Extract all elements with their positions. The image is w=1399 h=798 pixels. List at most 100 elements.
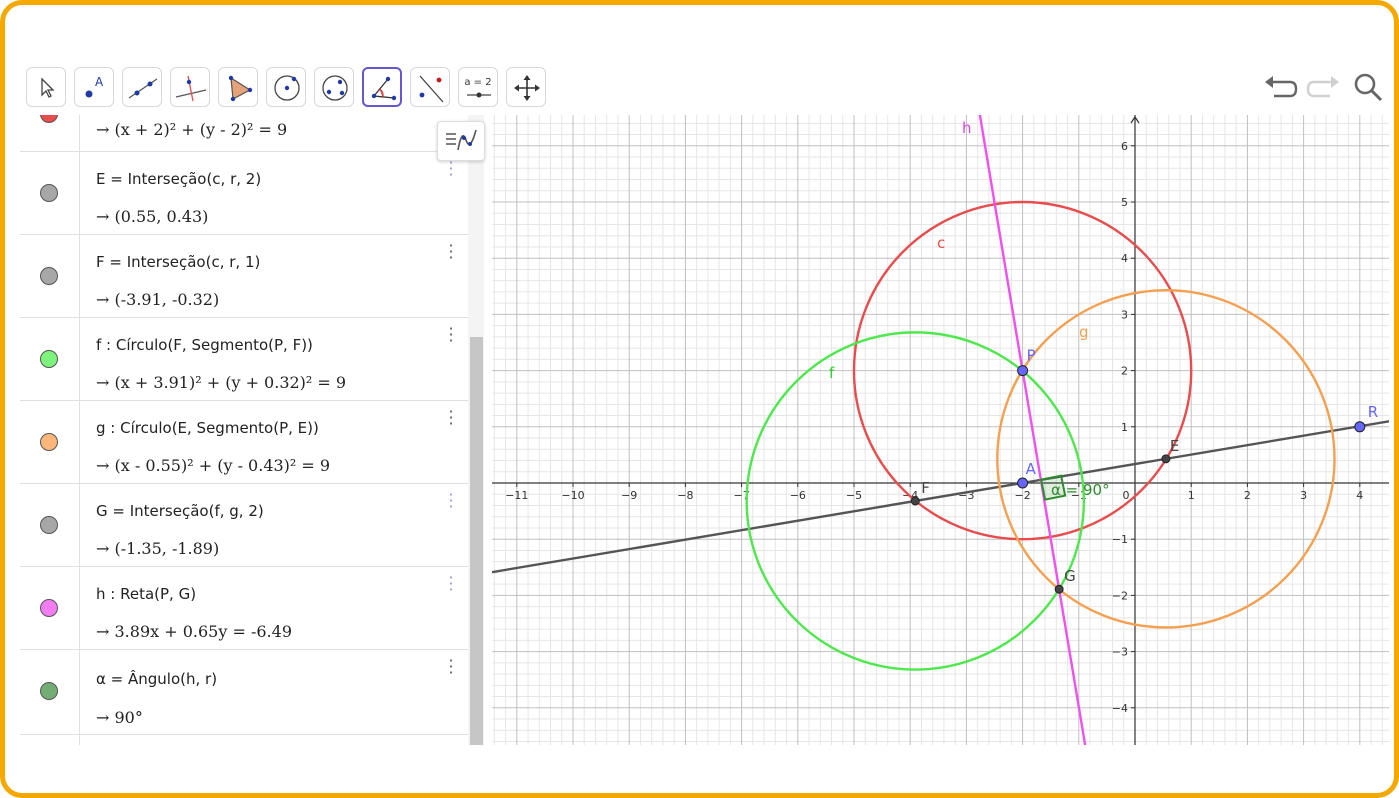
row-value: → (x + 3.91)² + (y + 0.32)² = 9 <box>96 373 347 392</box>
y-tick-label: 2 <box>1121 365 1128 378</box>
redo-icon <box>1306 76 1339 98</box>
circle-center-point-icon <box>274 75 300 101</box>
row-divider <box>79 152 80 234</box>
algebra-row-G[interactable]: G = Interseção(f, g, 2) → (-1.35, -1.89)… <box>20 484 468 567</box>
algebra-scrollbar-thumb[interactable] <box>470 337 483 745</box>
cursor-arrow-icon <box>41 77 55 98</box>
y-tick-label: 6 <box>1121 140 1128 153</box>
algebra-row-g[interactable]: g : Círculo(E, Segmento(P, E)) → (x - 0.… <box>20 401 468 484</box>
construction-objects <box>492 115 1389 745</box>
more-menu-icon[interactable]: · · · <box>448 236 454 267</box>
row-definition: α = Ângulo(h, r) <box>96 670 218 688</box>
polygon-tool-button[interactable] <box>218 67 258 107</box>
redo-button[interactable] <box>1304 67 1344 107</box>
move-tool-button[interactable] <box>26 67 66 107</box>
y-tick-label: −2 <box>1112 589 1128 602</box>
ellipse-tool-button[interactable] <box>314 67 354 107</box>
y-tick-label: 3 <box>1121 308 1128 321</box>
visibility-toggle[interactable] <box>40 115 58 123</box>
reflect-tool-button[interactable] <box>410 67 450 107</box>
algebra-row-alpha[interactable]: α = Ângulo(h, r) → 90° · · · <box>20 650 468 735</box>
angle-alpha-marker <box>1039 474 1067 501</box>
x-tick-label: −10 <box>561 489 584 502</box>
x-tick-label: 1 <box>1188 489 1195 502</box>
row-divider <box>79 567 80 649</box>
angle-icon <box>371 76 397 101</box>
y-tick-label: 1 <box>1121 421 1128 434</box>
point-a-icon: A <box>85 75 104 98</box>
point-P <box>1017 365 1029 377</box>
visibility-toggle[interactable] <box>40 433 58 451</box>
axes <box>492 115 1389 745</box>
graphics-view[interactable]: −11 −10 −9 −8 −7 −6 −5 −4 −3 −2 −1 0 1 2 3 4 6 5 4 3 2 1 −1 −2−… <box>492 115 1389 745</box>
algebra-row-h[interactable]: h : Reta(P, G) → 3.89x + 0.65y = -6.49 ·… <box>20 567 468 650</box>
search-button[interactable] <box>1348 67 1388 107</box>
row-definition: h : Reta(P, G) <box>96 585 197 603</box>
algebra-view: → (x + 2)² + (y - 2)² = 9 E = Interseção… <box>20 115 468 745</box>
visibility-toggle[interactable] <box>40 516 58 534</box>
object-labels: h c g f P A E F G Rα = 90° <box>829 119 1378 585</box>
angle-tool-button[interactable] <box>362 67 402 107</box>
row-divider <box>79 484 80 566</box>
algebra-row-E[interactable]: E = Interseção(c, r, 2) → (0.55, 0.43) ·… <box>20 152 468 235</box>
y-tick-label: 4 <box>1121 252 1128 265</box>
graphics-canvas[interactable]: −11 −10 −9 −8 −7 −6 −5 −4 −3 −2 −1 0 1 2 3 4654321−1−2−… <box>492 115 1389 745</box>
visibility-toggle[interactable] <box>40 184 58 202</box>
svg-text:A: A <box>95 75 104 89</box>
label-c: c <box>937 234 945 252</box>
search-icon <box>1354 73 1383 102</box>
visibility-toggle[interactable] <box>40 599 58 617</box>
point-F <box>910 496 920 506</box>
row-value: → (0.55, 0.43) <box>96 207 209 226</box>
slider-tool-button[interactable]: a = 2 <box>458 67 498 107</box>
circle-c <box>852 200 1193 541</box>
row-value: → (-1.35, -1.89) <box>96 539 220 558</box>
visibility-toggle[interactable] <box>40 682 58 700</box>
visibility-toggle[interactable] <box>40 267 58 285</box>
undo-icon <box>1265 76 1298 98</box>
point-tool-button[interactable]: A <box>74 67 114 107</box>
line-h <box>978 115 1087 745</box>
more-menu-icon[interactable]: · · · <box>448 402 454 433</box>
row-divider <box>79 401 80 483</box>
more-menu-icon[interactable]: · · · <box>448 651 454 682</box>
more-menu-icon[interactable]: · · · <box>448 153 454 184</box>
point-R <box>1354 421 1366 433</box>
label-P: P <box>1027 347 1036 365</box>
more-menu-icon[interactable]: · · · <box>448 568 454 599</box>
row-definition: E = Interseção(c, r, 2) <box>96 170 262 188</box>
ellipse-icon <box>322 75 348 101</box>
x-tick-label: −2 <box>1014 489 1030 502</box>
algebra-row-c[interactable]: → (x + 2)² + (y - 2)² = 9 <box>20 115 468 152</box>
view-divider[interactable] <box>484 115 492 745</box>
grid-major <box>492 115 1389 745</box>
circle-g <box>996 289 1336 629</box>
visibility-toggle[interactable] <box>40 350 58 368</box>
line-two-points-icon <box>128 78 158 99</box>
y-axis-arrow <box>1130 115 1140 124</box>
row-definition: g : Círculo(E, Segmento(P, E)) <box>96 419 319 437</box>
circle-center-point-tool-button[interactable] <box>266 67 306 107</box>
label-f: f <box>829 364 835 382</box>
move-graphics-view-tool-button[interactable] <box>506 67 546 107</box>
row-divider <box>79 318 80 400</box>
row-divider <box>79 735 80 745</box>
reflect-about-line-icon <box>419 75 444 103</box>
more-menu-icon[interactable]: · · · <box>448 485 454 516</box>
x-tick-label: 0 <box>1123 489 1130 502</box>
row-value: → (x - 0.55)² + (y - 0.43)² = 9 <box>96 456 331 475</box>
algebra-row-f[interactable]: f : Círculo(F, Segmento(P, F)) → (x + 3.… <box>20 318 468 401</box>
algebra-sort-icon <box>446 129 477 151</box>
perpendicular-line-tool-button[interactable] <box>170 67 210 107</box>
line-tool-button[interactable] <box>122 67 162 107</box>
undo-button[interactable] <box>1260 67 1300 107</box>
algebra-row-F[interactable]: F = Interseção(c, r, 1) → (-3.91, -0.32)… <box>20 235 468 318</box>
algebra-input-row[interactable] <box>20 735 468 745</box>
algebra-style-bar-button[interactable] <box>437 121 485 161</box>
x-tick-label: −5 <box>846 489 862 502</box>
row-definition: f : Círculo(F, Segmento(P, F)) <box>96 336 313 354</box>
more-menu-icon[interactable]: · · · <box>448 319 454 350</box>
y-tick-label: −1 <box>1112 533 1128 546</box>
label-A: A <box>1026 460 1037 478</box>
